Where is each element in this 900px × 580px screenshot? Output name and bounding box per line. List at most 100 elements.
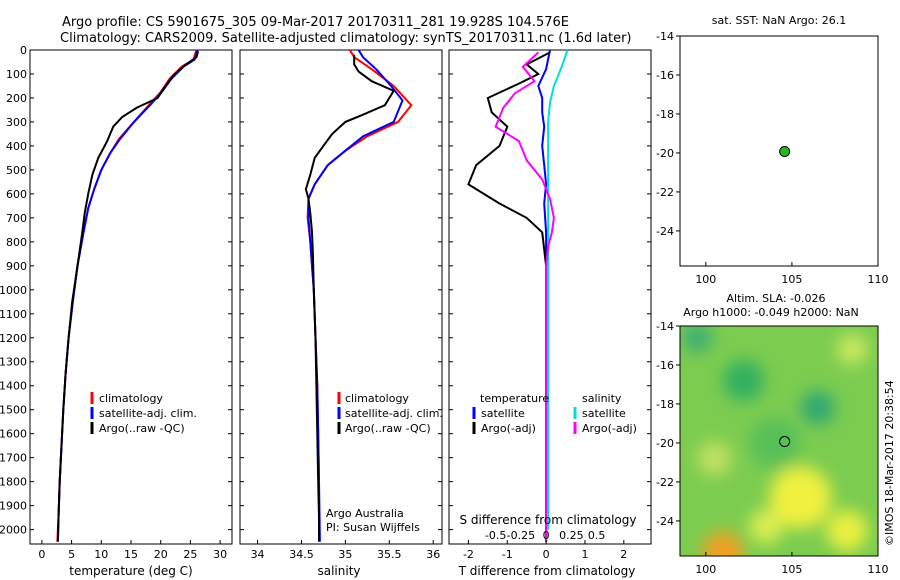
- x-tick-label: 1: [581, 548, 588, 561]
- x-tick-label: 34.5: [289, 548, 314, 561]
- sla-heatmap-blobs: [681, 326, 868, 556]
- sla-blob: [702, 531, 744, 556]
- legend-label-argo: Argo(..raw -QC): [345, 422, 431, 435]
- salinity-legend: climatology satellite-adj. clim. Argo(..…: [337, 392, 443, 435]
- depth-tick-label: 1600: [0, 428, 27, 441]
- salinity-panel-frame: [239, 49, 443, 545]
- depth-tick-label: 1000: [0, 284, 27, 297]
- salinity-series: [304, 49, 413, 542]
- series-line-salinity-argo-adj-: [494, 51, 555, 542]
- salinity-x-ticks: 34 34.5 35 35.5 36: [251, 540, 440, 561]
- annotation-institution: Argo Australia: [326, 507, 404, 520]
- x-tick-label: 20: [154, 548, 168, 561]
- depth-tick-label: 800: [6, 236, 27, 249]
- map-x-tick-label: 105: [781, 563, 802, 576]
- sla-blob: [681, 326, 713, 354]
- top-tick-label: 0: [543, 529, 550, 542]
- legend-label-satellite: satellite-adj. clim.: [99, 407, 197, 420]
- x-tick-label: 36: [426, 548, 440, 561]
- top-tick-label: -0.25: [507, 529, 535, 542]
- difference-top-label: S difference from climatology: [460, 513, 637, 527]
- series-line-argo-raw-qc-: [56, 50, 200, 542]
- legend-label-satellite: satellite-adj. clim.: [345, 407, 443, 420]
- depth-tick-label: 2000: [0, 524, 27, 537]
- top-tick-label: 0.5: [588, 529, 606, 542]
- x-tick-label: 0: [543, 548, 550, 561]
- sla-map-title-1: Altim. SLA: -0.026: [726, 292, 825, 305]
- depth-tick-label: 100: [6, 68, 27, 81]
- sla-blob: [748, 417, 801, 469]
- map-y-tick-label: -22: [656, 476, 674, 489]
- argo-position-marker: [779, 146, 791, 158]
- depth-tick-label: 1100: [0, 308, 27, 321]
- depth-tick-label: 600: [6, 188, 27, 201]
- sla-blob: [769, 466, 832, 529]
- salinity-x-label: salinity: [317, 564, 360, 578]
- map-y-tick-label: -14: [656, 30, 674, 43]
- sla-blob: [800, 390, 835, 426]
- depth-tick-label: 900: [6, 260, 27, 273]
- depth-tick-label: 1700: [0, 452, 27, 465]
- legend-label-sal-satellite: satellite: [582, 407, 626, 420]
- x-tick-label: -2: [463, 548, 474, 561]
- header-line-1: Argo profile: CS 5901675_305 09-Mar-2017…: [62, 15, 569, 30]
- map-y-tick-label: -24: [656, 515, 674, 528]
- depth-tick-label: 200: [6, 92, 27, 105]
- x-tick-label: 10: [94, 548, 108, 561]
- sst-map-frame: [679, 35, 879, 267]
- map-x-tick-label: 100: [695, 563, 716, 576]
- x-tick-label: 25: [183, 548, 197, 561]
- map-x-tick-label: 110: [868, 563, 889, 576]
- sla-map-axes: -14 -16 -18 -20 -22 -24 100 105 110: [656, 320, 888, 576]
- difference-panel-frame: [448, 49, 652, 545]
- sst-map-title: sat. SST: NaN Argo: 26.1: [712, 14, 846, 27]
- sla-map-title-2: Argo h1000: -0.049 h2000: NaN: [683, 306, 859, 319]
- legend-heading-temperature: temperature: [480, 392, 549, 405]
- legend-label-argo: Argo(..raw -QC): [99, 422, 185, 435]
- series-line-satellite-adj-clim-: [56, 49, 199, 542]
- depth-tick-label: 500: [6, 164, 27, 177]
- depth-tick-label: 1900: [0, 500, 27, 513]
- depth-tick-label: 1300: [0, 356, 27, 369]
- map-y-tick-label: -16: [656, 69, 674, 82]
- temperature-legend: climatology satellite-adj. clim. Argo(..…: [90, 392, 197, 435]
- x-tick-label: 5: [68, 548, 75, 561]
- legend-label-sal-argo: Argo(-adj): [582, 422, 637, 435]
- sla-blob: [748, 509, 784, 544]
- sla-blob: [836, 333, 868, 365]
- sst-map-points: [779, 146, 791, 158]
- series-line-climatology: [56, 49, 198, 542]
- sla-heatmap: [680, 326, 878, 556]
- temperature-x-ticks: 0 5 10 15 20 25 30: [38, 540, 227, 561]
- top-tick-label: -0.5: [485, 529, 506, 542]
- depth-tick-label: 1800: [0, 476, 27, 489]
- sla-blob: [697, 441, 732, 476]
- footer-credit: ©IMOS 18-Mar-2017 20:38:54: [883, 380, 896, 546]
- legend-label-climatology: climatology: [345, 392, 409, 405]
- map-x-tick-label: 105: [781, 273, 802, 286]
- depth-axis: 0 100 200 300 400 500 600 700 800 900 1000 1100 1200…: [0, 44, 651, 537]
- depth-tick-label: 0: [20, 44, 27, 57]
- header-line-2: Climatology: CARS2009. Satellite-adjuste…: [60, 31, 632, 46]
- depth-tick-label: 700: [6, 212, 27, 225]
- x-tick-label: 35: [338, 548, 352, 561]
- argo-position-marker: [779, 436, 791, 448]
- depth-tick-label: 300: [6, 116, 27, 129]
- x-tick-label: 30: [213, 548, 227, 561]
- x-tick-label: 0: [38, 548, 45, 561]
- depth-tick-label: 1200: [0, 332, 27, 345]
- x-tick-label: 2: [620, 548, 627, 561]
- map-x-tick-label: 100: [695, 273, 716, 286]
- legend-heading-salinity: salinity: [582, 392, 622, 405]
- difference-series: [467, 49, 569, 542]
- depth-tick-label: 400: [6, 140, 27, 153]
- map-x-tick-label: 110: [868, 273, 889, 286]
- difference-salinity-ticks: -0.5 -0.25 0 0.25 0.5: [485, 529, 605, 542]
- legend-label-temp-argo: Argo(-adj): [481, 422, 536, 435]
- series-line-climatology: [306, 49, 413, 542]
- map-y-tick-label: -18: [656, 398, 674, 411]
- difference-x-ticks: -2 -1 0 1 2: [463, 540, 627, 561]
- depth-tick-label: 1500: [0, 404, 27, 417]
- map-y-tick-label: -14: [656, 320, 674, 333]
